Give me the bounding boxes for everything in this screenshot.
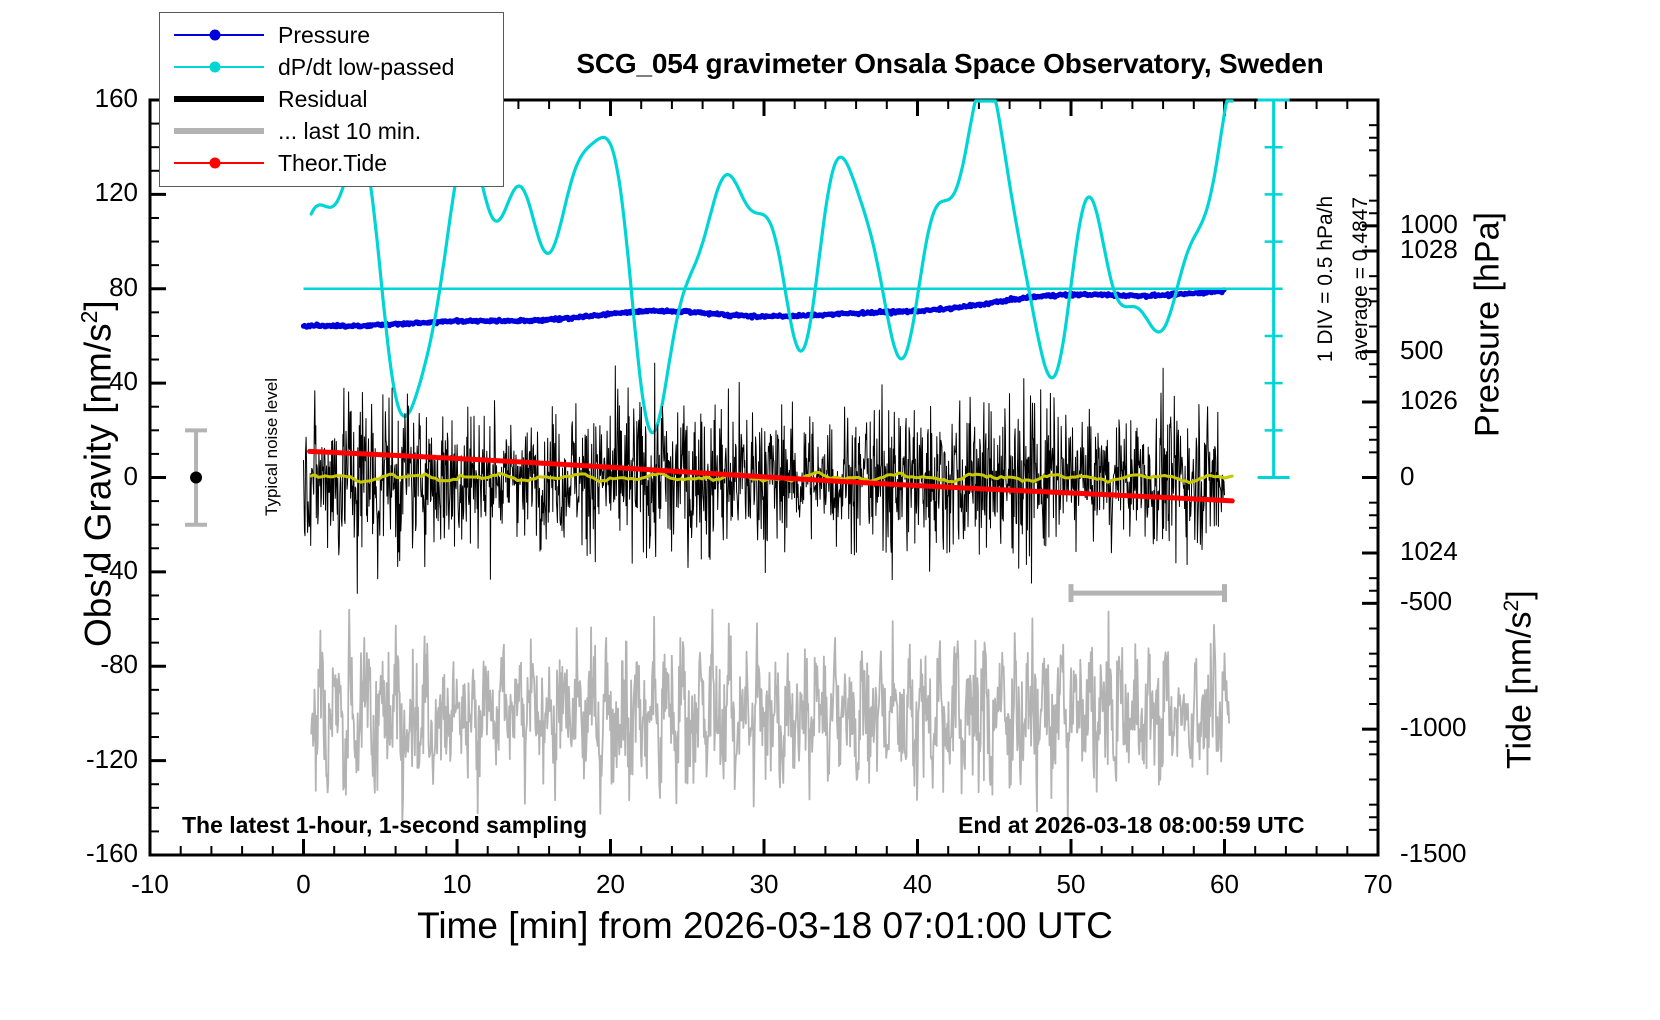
series-pressure <box>300 287 1227 330</box>
legend-label: Pressure <box>278 21 371 48</box>
x-tick-label: 30 <box>749 869 779 899</box>
legend-swatch-icon <box>174 121 264 141</box>
legend-swatch-icon <box>174 25 264 45</box>
x-tick-label: 10 <box>442 869 472 899</box>
y-tick-label-left: -160 <box>85 838 138 868</box>
y-tick-label-pressure: 1024 <box>1400 536 1458 566</box>
legend-label: Theor.Tide <box>278 149 388 176</box>
y-tick-label-pressure: 1026 <box>1400 385 1458 415</box>
y-tick-label-left: -80 <box>100 649 138 680</box>
legend-swatch-icon <box>174 89 264 109</box>
x-tick-label: 50 <box>1056 869 1086 899</box>
x-tick-label: 20 <box>596 869 625 899</box>
legend-item-1[interactable]: dP/dt low-passed <box>160 51 503 83</box>
y-tick-label-tide: -1000 <box>1400 712 1467 743</box>
x-axis-label: Time [min] from 2026-03-18 07:01:00 UTC <box>417 905 1113 946</box>
series-residual <box>303 362 1225 594</box>
footnote-sampling: The latest 1-hour, 1-second sampling <box>182 812 588 838</box>
series-theor-tide <box>307 448 1235 504</box>
y-tick-label-left: -120 <box>85 743 138 774</box>
legend-item-4[interactable]: Theor.Tide <box>160 147 503 179</box>
y-tick-label-left: 80 <box>109 271 138 302</box>
page-title: SCG_054 gravimeter Onsala Space Observat… <box>576 48 1324 79</box>
y-tick-label-tide: 500 <box>1400 334 1444 365</box>
series-last-10-min <box>310 608 1230 831</box>
annotation-noise-level: Typical noise level <box>262 378 281 516</box>
legend-label: ... last 10 min. <box>278 117 422 144</box>
legend-item-3[interactable]: ... last 10 min. <box>160 115 503 147</box>
chart-legend: Pressure dP/dt low-passed Residual ... last… <box>159 12 504 187</box>
y-tick-label-left: 120 <box>94 177 138 208</box>
legend-label: dP/dt low-passed <box>278 53 455 80</box>
legend-item-0[interactable]: Pressure <box>160 19 503 51</box>
footnote-end-time: End at 2026-03-18 08:00:59 UTC <box>958 812 1305 838</box>
legend-label: Residual <box>278 85 368 112</box>
x-tick-label: 60 <box>1210 869 1239 899</box>
y-tick-label-tide: 1000 <box>1400 208 1458 239</box>
y-tick-label-left: 40 <box>109 366 138 397</box>
legend-swatch-icon <box>174 153 264 173</box>
y-tick-label-pressure: 1028 <box>1400 234 1458 264</box>
y-tick-label-tide: -500 <box>1400 586 1453 617</box>
y-tick-label-left: 160 <box>94 83 138 113</box>
noise-bar-center-dot <box>190 471 203 484</box>
legend-swatch-icon <box>174 57 264 77</box>
x-tick-label: 40 <box>903 869 932 899</box>
y-tick-label-tide: 0 <box>1400 460 1415 491</box>
y-tick-label-left: -40 <box>100 554 138 585</box>
annotation-average: average = 0.4847 <box>1349 196 1372 362</box>
x-tick-label: -10 <box>131 869 169 899</box>
y-tick-label-left: 0 <box>123 460 138 491</box>
x-tick-label: 0 <box>296 869 311 899</box>
annotation-div-scale: 1 DIV = 0.5 hPa/h <box>1314 195 1337 363</box>
legend-item-2[interactable]: Residual <box>160 83 503 115</box>
x-tick-label: 70 <box>1363 869 1393 899</box>
y-tick-label-tide: -1500 <box>1400 838 1467 868</box>
